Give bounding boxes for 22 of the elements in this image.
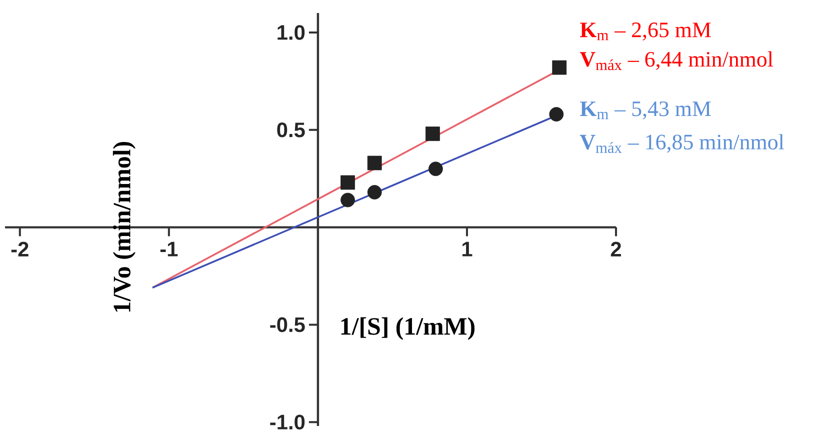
point bbox=[367, 156, 382, 170]
point bbox=[552, 60, 567, 75]
point bbox=[549, 107, 564, 122]
x-tick-label: 1 bbox=[462, 242, 472, 256]
point bbox=[428, 162, 443, 176]
annotation: V$_{máx}$ – 6,44 min/nmol bbox=[580, 51, 774, 70]
point bbox=[340, 192, 355, 208]
y-tick-label: -0.5 bbox=[270, 317, 305, 332]
x-tick-label: 2 bbox=[610, 242, 621, 256]
point bbox=[426, 126, 440, 141]
y-tick-label: 0.5 bbox=[277, 122, 305, 138]
annotation: K$_{m}$ – 5,43 mM bbox=[580, 101, 711, 120]
y-tick-label: 1.0 bbox=[278, 25, 305, 40]
x-tick-label: -2 bbox=[11, 242, 28, 256]
annotation: V$_{máx}$ – 16,85 min/nmol bbox=[580, 134, 784, 153]
point bbox=[340, 175, 355, 190]
x-tick-label: -1 bbox=[160, 242, 178, 256]
y-axis-title: 1/Vo (min/nmol) bbox=[112, 142, 136, 312]
x-axis-title: 1/[S] (1/mM) bbox=[341, 317, 475, 340]
annotation: K$_{m}$ – 2,65 mM bbox=[580, 22, 711, 40]
y-tick-label: -1.0 bbox=[270, 414, 305, 430]
point bbox=[367, 185, 382, 200]
